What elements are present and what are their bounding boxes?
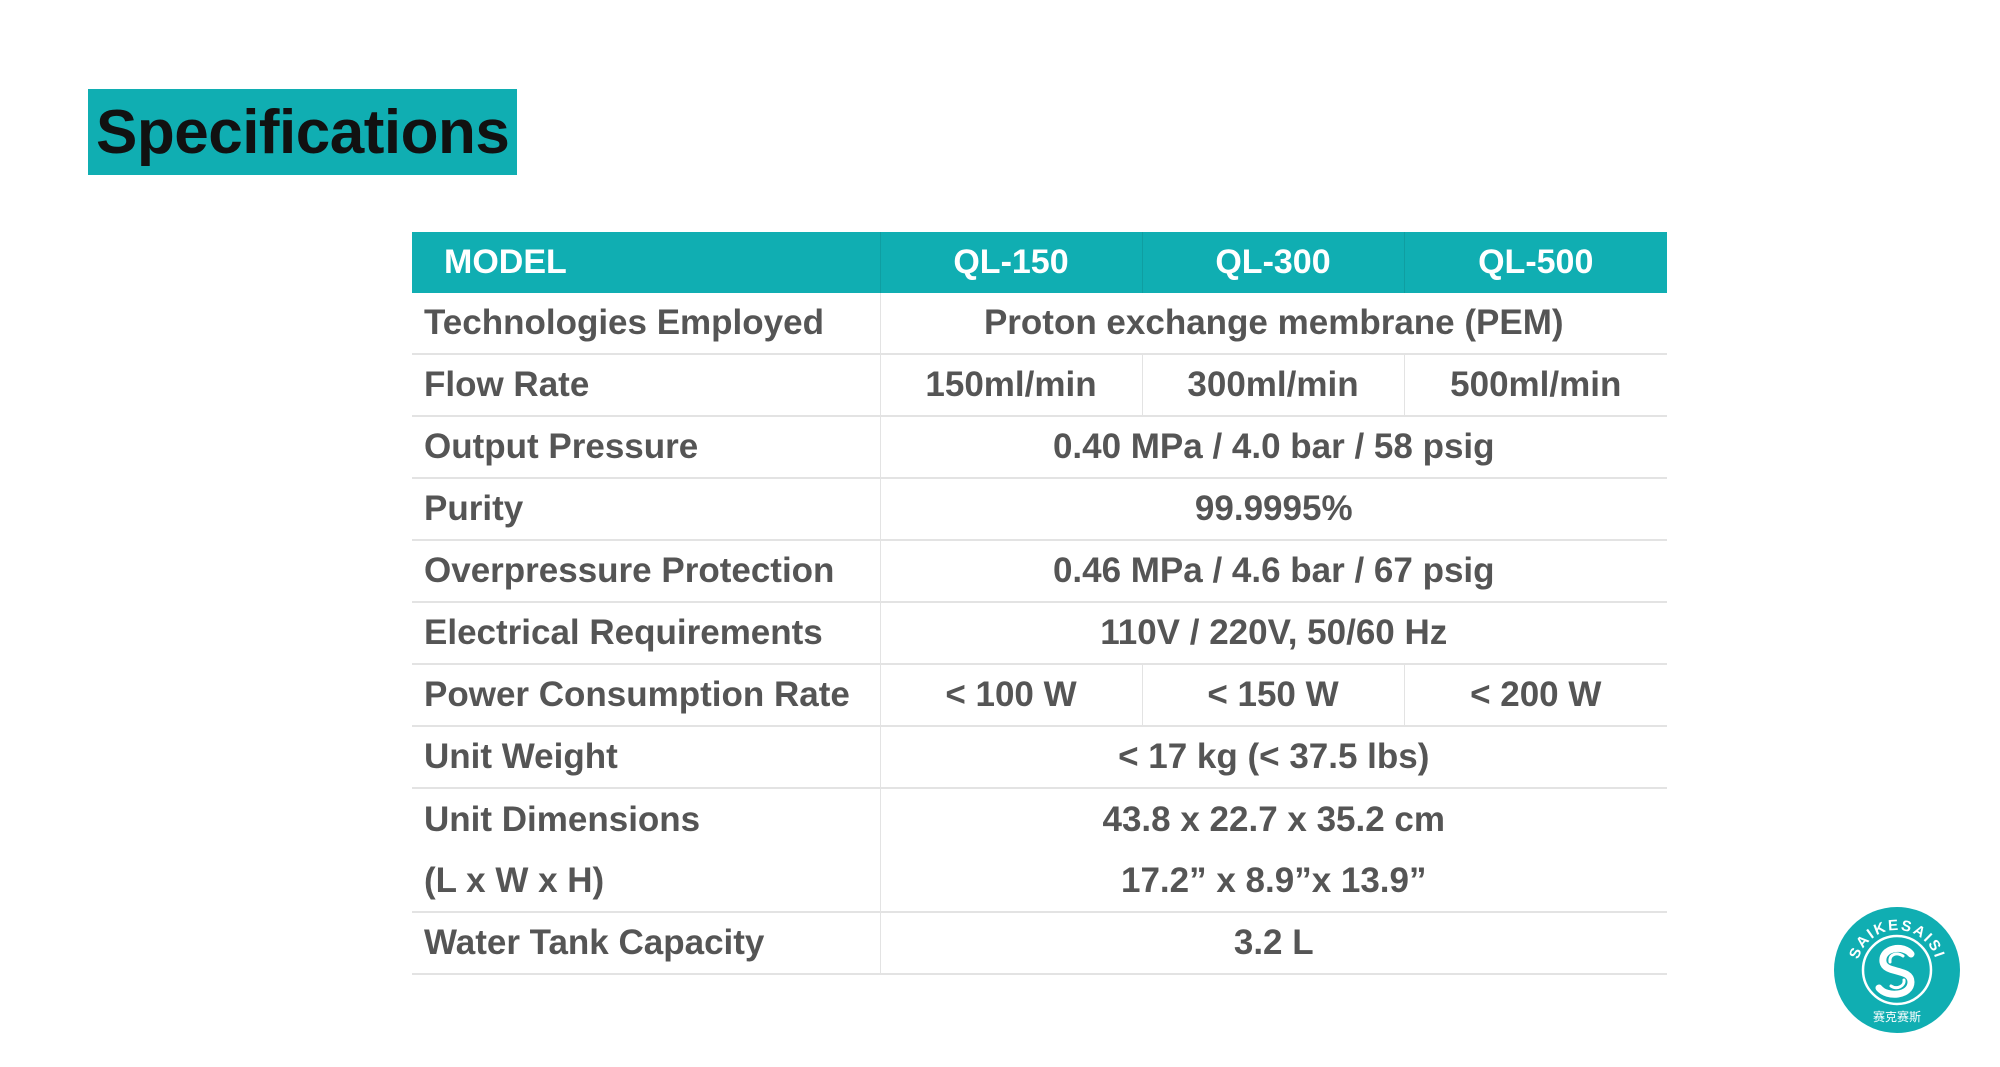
table-row: Electrical Requirements 110V / 220V, 50/… bbox=[412, 602, 1667, 665]
row-value-line-1: 43.8 x 22.7 x 35.2 cm bbox=[1102, 800, 1446, 839]
table-row: Unit Dimensions (L x W x H) 43.8 x 22.7 … bbox=[412, 788, 1667, 913]
header-model-label: MODEL bbox=[412, 232, 881, 293]
page-title: Specifications bbox=[96, 97, 510, 167]
table-row: Power Consumption Rate < 100 W < 150 W <… bbox=[412, 664, 1667, 727]
brand-logo: SAIKESAISI 赛克赛斯 bbox=[1833, 906, 1961, 1034]
row-label: Technologies Employed bbox=[412, 293, 880, 355]
row-label: Unit Dimensions (L x W x H) bbox=[412, 788, 880, 913]
header-model-2: QL-300 bbox=[1142, 232, 1405, 293]
row-value: 3.2 L bbox=[879, 912, 1667, 975]
row-label: Water Tank Capacity bbox=[412, 912, 880, 975]
row-value: 99.9995% bbox=[879, 478, 1667, 541]
table-row: Output Pressure 0.40 MPa / 4.0 bar / 58 … bbox=[412, 416, 1667, 479]
table-row: Purity 99.9995% bbox=[412, 478, 1667, 541]
header-model-1: QL-150 bbox=[880, 232, 1143, 293]
row-label: Output Pressure bbox=[412, 416, 880, 479]
row-label: Purity bbox=[412, 478, 880, 541]
row-value: 0.40 MPa / 4.0 bar / 58 psig bbox=[879, 416, 1667, 479]
row-value-model-3: < 200 W bbox=[1403, 664, 1667, 727]
specifications-table: MODEL QL-150 QL-300 QL-500 Technologies … bbox=[412, 232, 1667, 975]
row-value: 43.8 x 22.7 x 35.2 cm 17.2” x 8.9”x 13.9… bbox=[879, 788, 1667, 913]
table-row: Technologies Employed Proton exchange me… bbox=[412, 293, 1667, 355]
row-label: Overpressure Protection bbox=[412, 540, 880, 603]
table-row: Water Tank Capacity 3.2 L bbox=[412, 912, 1667, 975]
table-header-row: MODEL QL-150 QL-300 QL-500 bbox=[412, 232, 1667, 293]
brand-logo-icon: SAIKESAISI 赛克赛斯 bbox=[1834, 907, 1960, 1033]
row-value-line-2: 17.2” x 8.9”x 13.9” bbox=[1121, 861, 1427, 900]
row-label: Flow Rate bbox=[412, 354, 880, 417]
table-row: Flow Rate 150ml/min 300ml/min 500ml/min bbox=[412, 354, 1667, 417]
row-value-model-1: < 100 W bbox=[879, 664, 1142, 727]
row-value-model-2: 300ml/min bbox=[1141, 354, 1404, 417]
row-value-model-3: 500ml/min bbox=[1403, 354, 1667, 417]
row-label: Unit Weight bbox=[412, 726, 880, 789]
row-value-model-1: 150ml/min bbox=[879, 354, 1142, 417]
row-label-line-2: (L x W x H) bbox=[424, 861, 605, 900]
row-value: 110V / 220V, 50/60 Hz bbox=[879, 602, 1667, 665]
page-title-box: Specifications bbox=[88, 89, 518, 175]
row-value: 0.46 MPa / 4.6 bar / 67 psig bbox=[879, 540, 1667, 603]
table-row: Unit Weight < 17 kg (< 37.5 lbs) bbox=[412, 726, 1667, 789]
table-row: Overpressure Protection 0.46 MPa / 4.6 b… bbox=[412, 540, 1667, 603]
row-value: < 17 kg (< 37.5 lbs) bbox=[879, 726, 1667, 789]
row-label: Electrical Requirements bbox=[412, 602, 880, 665]
logo-subtext: 赛克赛斯 bbox=[1873, 1009, 1921, 1024]
row-label: Power Consumption Rate bbox=[412, 664, 880, 727]
row-value: Proton exchange membrane (PEM) bbox=[879, 293, 1667, 355]
row-value-model-2: < 150 W bbox=[1141, 664, 1404, 727]
row-label-line-1: Unit Dimensions bbox=[424, 800, 701, 839]
header-model-3: QL-500 bbox=[1404, 232, 1667, 293]
